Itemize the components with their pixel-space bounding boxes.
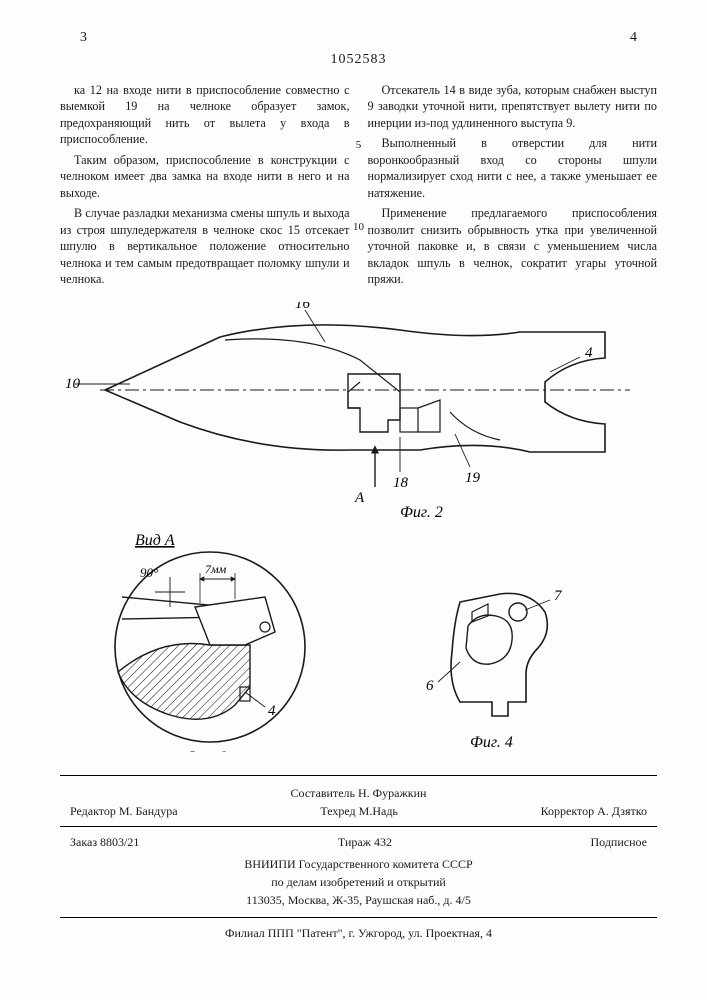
credits-row: Редактор М. Бандура Техред М.Надь Коррек… [60,802,657,827]
left-column: ка 12 на входе нити в приспособление сов… [60,82,350,292]
fig3-title: Вид А [135,532,175,549]
right-column: Отсекатель 14 в виде зуба, которым снабж… [368,82,658,292]
colophon: Составитель Н. Фуражкин Редактор М. Банд… [60,775,657,942]
sub: Подписное [591,833,648,851]
org-line2: по делам изобретений и открытий [60,873,657,891]
address: 113035, Москва, Ж-35, Раушская наб., д. … [60,891,657,909]
callout-10: 10 [65,376,81,392]
para: Таким образом, приспособление в конструк… [60,152,350,201]
page-root: 3 4 1052583 5 10 ка 12 на входе нити в п… [0,0,707,1000]
techred: Техред М.Надь [320,802,398,820]
fig3-callout-4: 4 [268,703,276,719]
callout-4: 4 [585,345,593,361]
para: ка 12 на входе нити в приспособление сов… [60,82,350,148]
view-arrow-label: A [354,490,365,506]
fig4-callout-7: 7 [554,588,563,604]
org-line1: ВНИИПИ Государственного комитета СССР [60,855,657,873]
callout-16: 16 [295,302,311,312]
figure-4: 7 6 Фиг. 4 [426,588,563,751]
figures-area: 10 16 4 A 18 19 Фиг. 2 Вид А [60,302,657,757]
order: Заказ 8803/21 [70,833,139,851]
figures-svg: 10 16 4 A 18 19 Фиг. 2 Вид А [60,302,650,752]
compiler-line: Составитель Н. Фуражкин [60,784,657,802]
figure-2: 10 16 4 A 18 19 Фиг. 2 [65,302,630,521]
fig4-label: Фиг. 4 [470,734,513,751]
page-left-num: 3 [80,30,87,46]
line-number-10: 10 [352,220,366,235]
para: Выполненный в отверстии для нити воронко… [368,135,658,201]
page-header: 3 4 [60,30,657,46]
callout-19: 19 [465,470,481,486]
para: Применение предлагаемого приспособления … [368,205,658,287]
corrector: Корректор А. Дзятко [541,802,647,820]
fig2-label: Фиг. 2 [400,504,443,521]
para: В случае разладки механизма смены шпуль … [60,205,350,287]
dim-7mm: 7мм [205,562,227,576]
fig3-label: Фиг. 3 [185,749,228,752]
figure-3: Вид А 90° 7мм [115,532,305,752]
para: Отсекатель 14 в виде зуба, которым снабж… [368,82,658,131]
print-row: Заказ 8803/21 Тираж 432 Подписное [60,833,657,851]
callout-18: 18 [393,475,409,491]
tirazh: Тираж 432 [338,833,392,851]
fig4-callout-6: 6 [426,678,434,694]
line-number-5: 5 [352,138,366,153]
page-right-num: 4 [630,30,637,46]
angle-90: 90° [140,565,158,580]
printer-line: Филиал ППП "Патент", г. Ужгород, ул. Про… [60,917,657,942]
text-columns: 5 10 ка 12 на входе нити в приспособлени… [60,82,657,292]
editor: Редактор М. Бандура [70,802,178,820]
document-number: 1052583 [60,52,657,68]
